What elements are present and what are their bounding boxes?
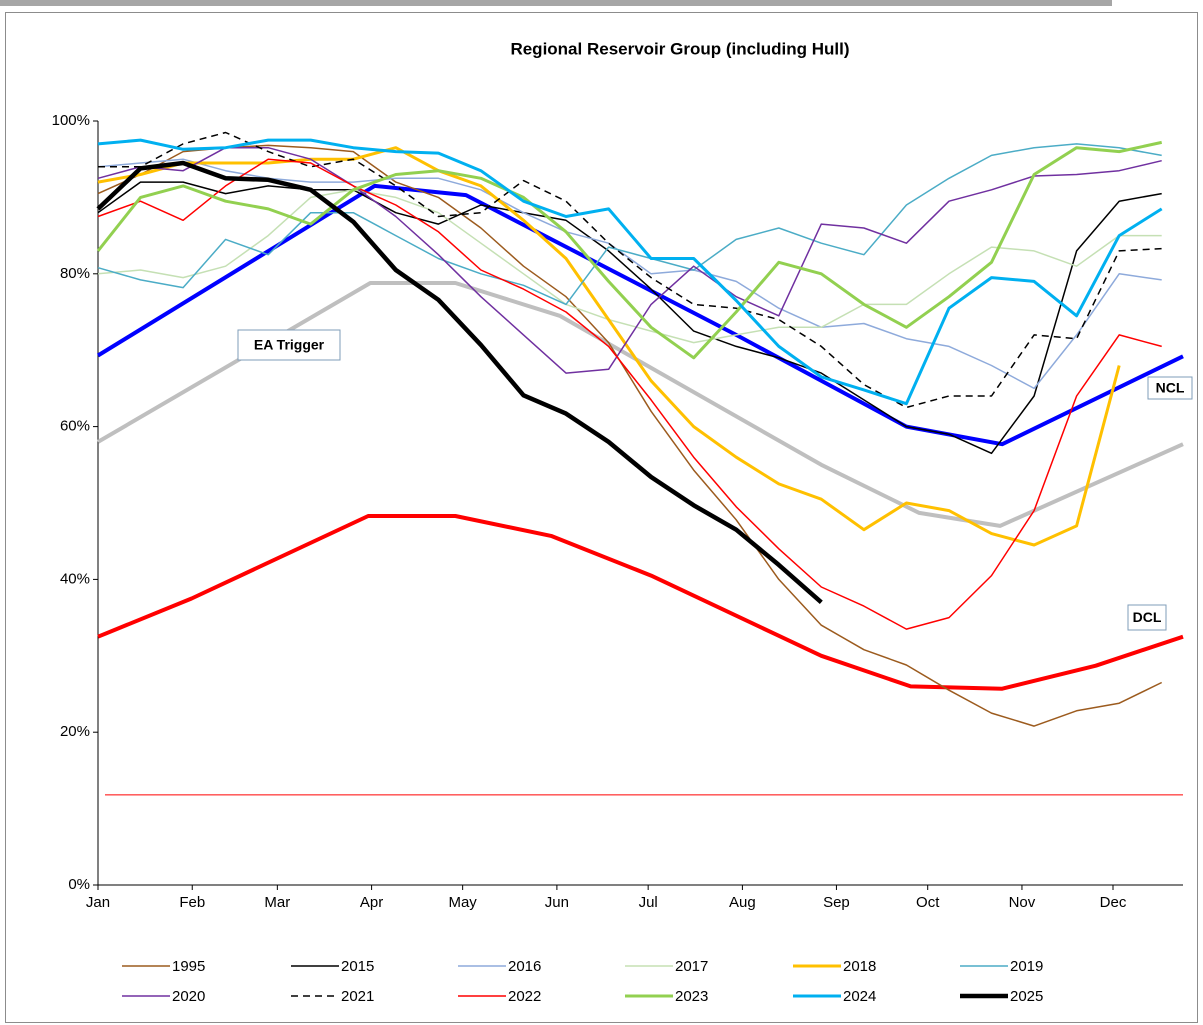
series-line <box>96 160 823 604</box>
x-tick-label: Nov <box>1009 894 1036 911</box>
annotation: DCL <box>1133 609 1162 625</box>
top-bar <box>0 0 1112 6</box>
legend-label: 2020 <box>172 988 205 1005</box>
x-tick-label: Mar <box>264 894 290 911</box>
x-tick-label: Jun <box>545 894 569 911</box>
series-line <box>97 138 1163 406</box>
legend-label: 2025 <box>1010 988 1043 1005</box>
x-tick-label: Dec <box>1100 894 1127 911</box>
legend-label: 1995 <box>172 958 205 975</box>
x-tick-label: Jan <box>86 894 110 911</box>
y-tick-label: 80% <box>60 265 90 282</box>
level-curve <box>96 281 1184 528</box>
series-line <box>97 146 1121 547</box>
series-line <box>97 181 1162 455</box>
chart-border <box>5 12 1198 1023</box>
legend-label: 2018 <box>843 958 876 975</box>
y-tick-label: 60% <box>60 418 90 435</box>
x-tick-label: Oct <box>916 894 940 911</box>
x-tick-label: Jul <box>639 894 658 911</box>
y-tick-label: 100% <box>52 112 90 129</box>
annotation: NCL <box>1156 380 1185 396</box>
legend-label: 2015 <box>341 958 374 975</box>
series-line <box>97 146 1162 374</box>
y-tick-label: 40% <box>60 570 90 587</box>
x-tick-label: Apr <box>360 894 383 911</box>
x-tick-label: Feb <box>179 894 205 911</box>
x-tick-label: Sep <box>823 894 850 911</box>
y-tick-label: 20% <box>60 723 90 740</box>
legend-label: 2023 <box>675 988 708 1005</box>
legend-label: 2019 <box>1010 958 1043 975</box>
chart-title: Regional Reservoir Group (including Hull… <box>510 39 849 58</box>
annotation: EA Trigger <box>254 337 325 353</box>
annotation-box <box>1147 376 1193 400</box>
annotation-box <box>237 329 341 361</box>
series-line <box>97 158 1162 630</box>
legend-label: 2022 <box>508 988 541 1005</box>
legend-label: 2021 <box>341 988 374 1005</box>
level-curve <box>97 514 1184 691</box>
legend-label: 2017 <box>675 958 708 975</box>
x-tick-label: Aug <box>729 894 756 911</box>
x-tick-label: May <box>448 894 477 911</box>
series-line <box>97 158 1162 390</box>
series-line <box>97 144 1163 727</box>
series-line <box>98 131 1162 409</box>
series-line <box>96 140 1163 360</box>
series-line <box>97 143 1162 306</box>
series-line <box>97 189 1162 344</box>
legend-label: 2016 <box>508 958 541 975</box>
legend-label: 2024 <box>843 988 876 1005</box>
annotation-box <box>1127 604 1167 631</box>
y-tick-label: 0% <box>68 876 90 893</box>
